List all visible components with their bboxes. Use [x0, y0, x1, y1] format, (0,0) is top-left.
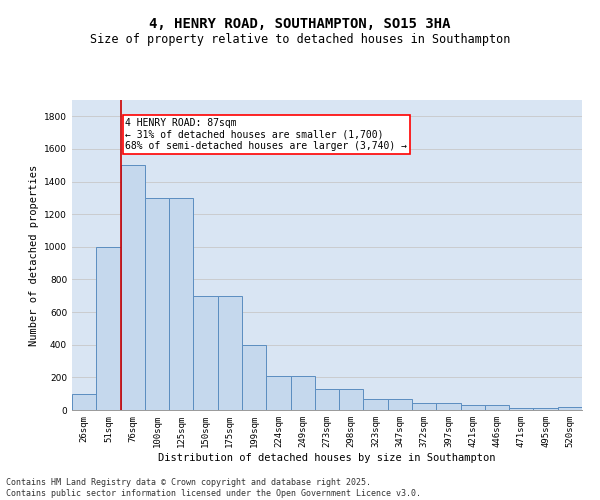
Bar	[461, 405, 485, 410]
Bar	[509, 408, 533, 410]
Text: Size of property relative to detached houses in Southampton: Size of property relative to detached ho…	[90, 32, 510, 46]
Bar	[558, 406, 582, 410]
Text: Contains HM Land Registry data © Crown copyright and database right 2025.
Contai: Contains HM Land Registry data © Crown c…	[6, 478, 421, 498]
Y-axis label: Number of detached properties: Number of detached properties	[29, 164, 38, 346]
Text: 4, HENRY ROAD, SOUTHAMPTON, SO15 3HA: 4, HENRY ROAD, SOUTHAMPTON, SO15 3HA	[149, 18, 451, 32]
Bar	[96, 247, 121, 410]
Bar	[485, 405, 509, 410]
Bar	[218, 296, 242, 410]
X-axis label: Distribution of detached houses by size in Southampton: Distribution of detached houses by size …	[158, 452, 496, 462]
Bar	[436, 404, 461, 410]
Bar	[339, 389, 364, 410]
Text: 4 HENRY ROAD: 87sqm
← 31% of detached houses are smaller (1,700)
68% of semi-det: 4 HENRY ROAD: 87sqm ← 31% of detached ho…	[125, 118, 407, 151]
Bar	[121, 166, 145, 410]
Bar	[388, 400, 412, 410]
Bar	[145, 198, 169, 410]
Bar	[533, 408, 558, 410]
Bar	[412, 404, 436, 410]
Bar	[169, 198, 193, 410]
Bar	[266, 376, 290, 410]
Bar	[290, 376, 315, 410]
Bar	[364, 400, 388, 410]
Bar	[193, 296, 218, 410]
Bar	[72, 394, 96, 410]
Bar	[242, 344, 266, 410]
Bar	[315, 389, 339, 410]
